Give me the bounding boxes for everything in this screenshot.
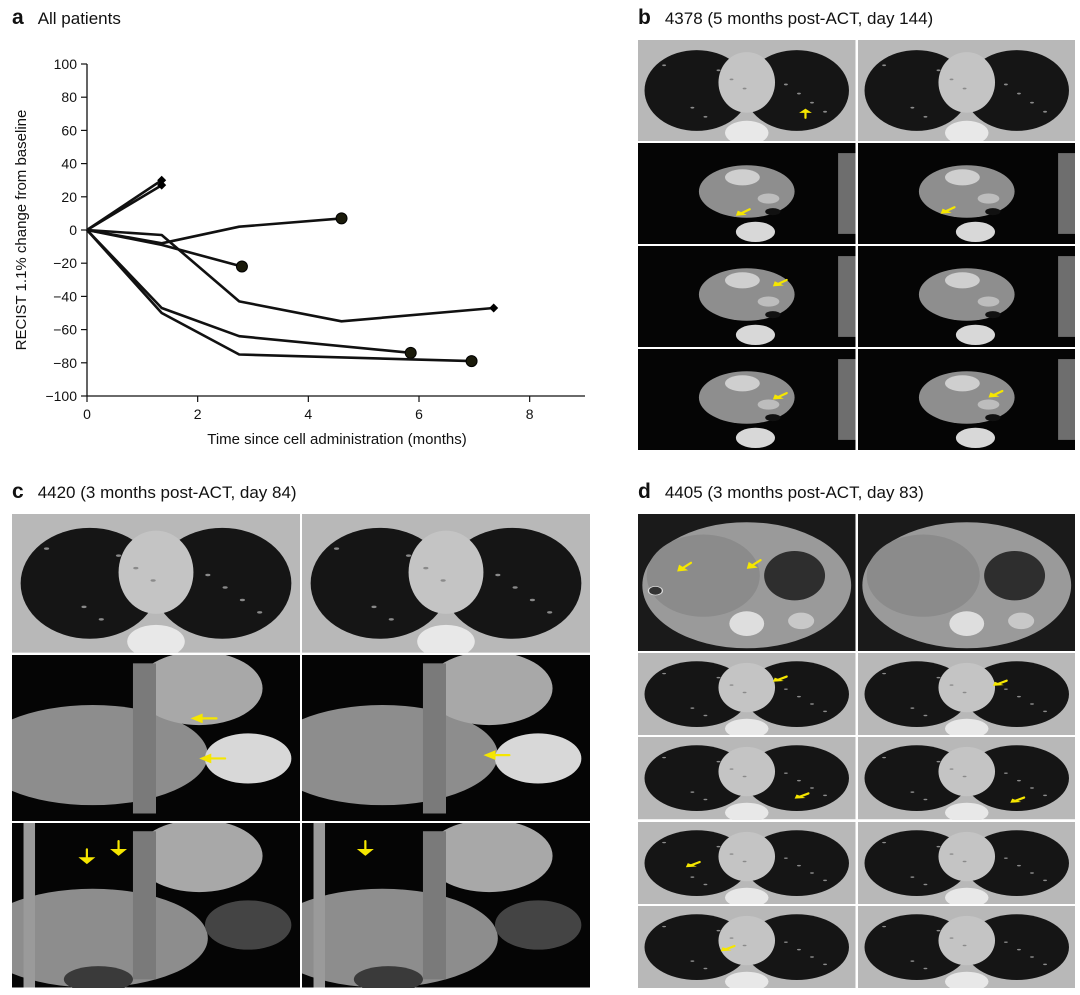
ct-image-b-row1-post-act	[857, 40, 1075, 141]
series-end-point-7	[465, 355, 478, 368]
chart-axes: 100 80 60 40 20 0 −20 −40 −60 −80 −100 0 2 4 6 8	[45, 56, 585, 422]
series-end-point-2	[157, 180, 167, 190]
series-end-point-3	[335, 212, 348, 225]
panel-b-label: b 4378 (5 months post-ACT, day 144)	[638, 6, 933, 30]
series-end-point-4	[235, 260, 248, 273]
ct-image-b-row2-post-act	[857, 143, 1075, 244]
panel-caption: 4378 (5 months post-ACT, day 144)	[664, 9, 934, 28]
chart-title: All patients	[37, 9, 121, 28]
x-tick-label: 4	[304, 406, 312, 422]
y-axis-label: RECIST 1.1% change from baseline	[13, 110, 30, 351]
panel-letter: c	[12, 480, 24, 503]
yellow-arrow-icon	[746, 560, 761, 569]
yellow-arrow-icon	[356, 842, 374, 857]
ct-image-c-row2-post-act	[302, 654, 590, 822]
x-axis-label: Time since cell administration (months)	[207, 431, 467, 448]
panel-a-label: a All patients	[12, 6, 121, 30]
ct-image-d-row3-post-act	[857, 737, 1075, 820]
panel-c-label: c 4420 (3 months post-ACT, day 84)	[12, 480, 297, 504]
ct-image-d-row1-post-act	[857, 514, 1075, 652]
y-tick-label: 40	[61, 156, 77, 172]
yellow-arrow-icon	[190, 713, 217, 723]
y-tick-label: −20	[53, 255, 77, 271]
series-end-point-1	[157, 175, 167, 185]
y-tick-label: −100	[45, 388, 77, 404]
yellow-arrow-icon	[992, 681, 1006, 686]
yellow-arrow-icon	[78, 850, 96, 865]
x-tick-label: 6	[415, 406, 423, 422]
yellow-arrow-icon	[772, 393, 787, 400]
ct-image-b-row1-baseline	[638, 40, 856, 141]
ct-image-b-row4-baseline	[638, 349, 856, 450]
ct-image-d-row2-baseline	[638, 653, 856, 736]
ct-image-d-row3-baseline	[638, 737, 856, 820]
panel-letter: a	[12, 6, 24, 29]
contrast-badge	[647, 585, 664, 596]
ct-image-d-row5-post-act	[857, 905, 1075, 988]
y-tick-label: −80	[53, 355, 77, 371]
ct-image-c-row3-baseline	[12, 823, 300, 988]
yellow-arrow-icon	[483, 749, 509, 760]
yellow-arrow-icon	[794, 794, 809, 799]
series-line-6	[86, 229, 411, 355]
x-tick-label: 8	[526, 406, 534, 422]
ct-grid-4378	[638, 40, 1075, 450]
yellow-arrow-icon	[1009, 798, 1024, 804]
ct-image-d-row4-post-act	[857, 821, 1075, 904]
ct-image-c-row2-baseline	[12, 654, 300, 822]
yellow-arrow-icon	[677, 563, 691, 572]
ct-image-b-row3-post-act	[857, 246, 1075, 347]
ct-grid-4420	[12, 514, 590, 988]
ct-image-d-row2-post-act	[857, 653, 1075, 736]
yellow-arrow-icon	[988, 391, 1002, 398]
yellow-arrow-icon	[110, 842, 128, 857]
ct-image-b-row2-baseline	[638, 143, 856, 244]
y-tick-label: 0	[69, 222, 77, 238]
y-tick-label: −60	[53, 322, 77, 338]
yellow-arrow-icon	[735, 209, 750, 216]
panel-caption: 4420 (3 months post-ACT, day 84)	[37, 483, 297, 502]
series-line-5	[86, 228, 494, 323]
x-tick-label: 2	[194, 406, 202, 422]
series-line-7	[86, 229, 472, 363]
ct-image-d-row1-baseline	[638, 514, 856, 652]
panel-letter: d	[638, 480, 651, 503]
ct-grid-4405	[638, 514, 1075, 988]
panel-caption: 4405 (3 months post-ACT, day 83)	[664, 483, 924, 502]
y-tick-label: −40	[53, 288, 77, 304]
ct-image-b-row4-post-act	[857, 349, 1075, 450]
yellow-arrow-icon	[720, 946, 735, 951]
series-end-point-5	[489, 303, 499, 313]
recist-line-chart: 100 80 60 40 20 0 −20 −40 −60 −80 −100 0 2 4 6 8 Time s…	[13, 56, 585, 448]
series-line-3	[86, 217, 342, 245]
yellow-arrow-icon	[772, 677, 787, 682]
series-line-4	[86, 228, 243, 268]
yellow-arrow-icon	[772, 280, 787, 287]
ct-image-c-row1-post-act	[302, 514, 590, 653]
ct-image-d-row5-baseline	[638, 905, 856, 988]
y-tick-label: 100	[54, 56, 78, 72]
yellow-arrow-icon	[940, 207, 954, 214]
ct-image-d-row4-baseline	[638, 821, 856, 904]
y-tick-label: 20	[61, 189, 77, 205]
yellow-arrow-icon	[199, 753, 225, 763]
y-tick-label: 80	[61, 89, 77, 105]
ct-image-c-row1-baseline	[12, 514, 300, 653]
yellow-arrow-icon	[799, 108, 812, 118]
series-line-2	[86, 184, 163, 232]
yellow-arrow-icon	[685, 862, 700, 867]
y-tick-label: 60	[61, 122, 77, 138]
series-end-point-6	[404, 346, 417, 359]
ct-image-b-row3-baseline	[638, 246, 856, 347]
panel-letter: b	[638, 6, 651, 29]
ct-image-c-row3-post-act	[302, 823, 590, 988]
chart-series	[86, 175, 499, 368]
panel-d-label: d 4405 (3 months post-ACT, day 83)	[638, 480, 924, 504]
x-tick-label: 0	[83, 406, 91, 422]
